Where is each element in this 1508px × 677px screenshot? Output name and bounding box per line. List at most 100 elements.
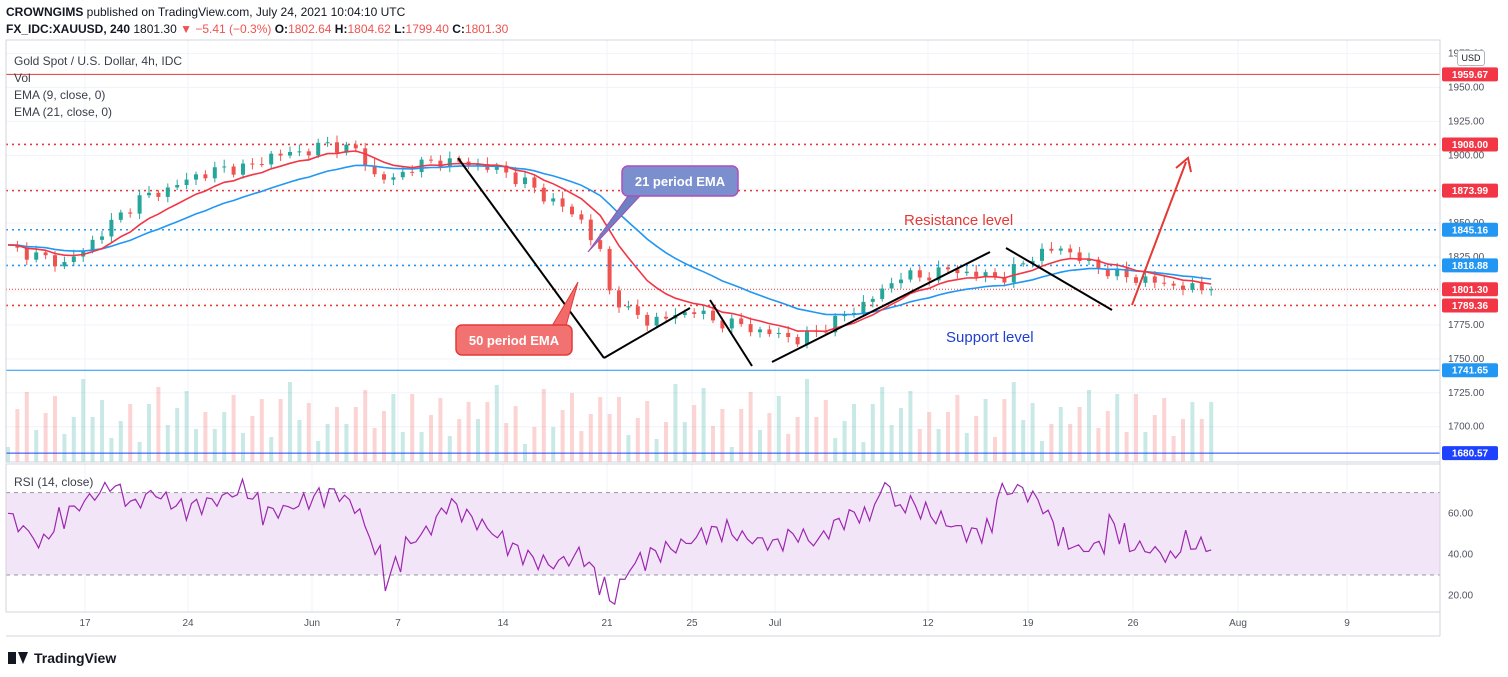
y-tick-label: 1725.00 <box>1448 388 1485 399</box>
candle-body <box>560 198 565 207</box>
volume-bar <box>203 412 208 462</box>
price-tag-label: 1801.30 <box>1452 285 1489 296</box>
volume-bar <box>1068 424 1073 462</box>
candle-body <box>936 267 941 281</box>
rsi-tick-label: 60.00 <box>1448 508 1473 519</box>
volume-bar <box>457 419 462 462</box>
drawings[interactable] <box>457 156 1192 367</box>
x-tick-label: 9 <box>1344 618 1350 629</box>
candle-body <box>372 165 377 175</box>
candle-body <box>805 330 809 345</box>
resistance-trend-line <box>1005 247 1113 311</box>
candle-body <box>1199 283 1204 291</box>
volume-bar <box>635 418 640 462</box>
legend-ema9[interactable]: EMA (9, close, 0) <box>14 88 106 102</box>
volume-bar <box>1162 398 1167 462</box>
candle-body <box>692 312 697 315</box>
volume-bar <box>1040 441 1044 462</box>
volume-bar <box>335 407 339 462</box>
volume-bar <box>410 394 415 462</box>
price-tag-label: 1873.99 <box>1452 186 1489 197</box>
x-tick-label: 12 <box>922 618 934 629</box>
annotations[interactable]: 21 period EMA 50 period EMA Resistance lev… <box>455 165 1034 356</box>
price-tag-label: 1680.57 <box>1452 449 1489 460</box>
candle-body <box>1171 283 1176 286</box>
publisher-name[interactable]: CROWNGIMS <box>6 5 84 19</box>
candle-body <box>382 174 386 180</box>
legend-rsi[interactable]: RSI (14, close) <box>14 475 94 489</box>
candle-body <box>156 192 161 197</box>
candle-body <box>43 252 48 256</box>
volume-bar <box>1190 402 1195 462</box>
legend-vol[interactable]: Vol <box>14 71 31 85</box>
candle-body <box>1030 260 1035 264</box>
close-value: 1801.30 <box>464 22 509 36</box>
candle-body <box>598 240 603 249</box>
candle-body <box>1152 276 1157 283</box>
price-tag-label: 1845.16 <box>1452 225 1489 236</box>
candle-body <box>297 151 302 153</box>
volume-bar <box>1181 419 1185 462</box>
volume-bar <box>429 415 433 462</box>
rsi-tick-label: 40.00 <box>1448 549 1473 560</box>
trend-line-down-1 <box>457 157 605 359</box>
x-tick-label: 25 <box>686 618 698 629</box>
price-tag-bg <box>1442 258 1498 273</box>
volume-bar <box>814 417 819 462</box>
close-label: C: <box>452 22 465 36</box>
candle-body <box>90 239 95 251</box>
axes: 1724Jun7142125Jul121926Aug91975.001950.0… <box>5 39 1485 637</box>
rsi-tick-label: 20.00 <box>1448 591 1473 602</box>
candle-body <box>1021 263 1026 265</box>
x-tick-label: 21 <box>601 618 613 629</box>
candle-body <box>429 159 433 161</box>
candle-body <box>541 187 546 202</box>
volume-bar <box>353 407 358 462</box>
volume-bar <box>993 437 997 462</box>
y-tick-label: 1900.00 <box>1448 150 1485 161</box>
candle-body <box>908 270 913 280</box>
volume-bar <box>175 408 180 462</box>
volume-bar <box>692 405 697 462</box>
rsi-line <box>7 477 1212 606</box>
volume-bar <box>513 406 518 462</box>
candle-body <box>344 144 349 153</box>
volume-bar <box>400 432 405 462</box>
candle-body <box>184 179 189 186</box>
volume-bar <box>964 433 969 462</box>
volume-bar <box>1011 382 1016 462</box>
brand-name: TradingView <box>34 650 117 666</box>
volume-bar <box>391 394 396 462</box>
callout-text-50: 50 period EMA <box>469 333 560 348</box>
candle-body <box>278 153 283 156</box>
symbol-label[interactable]: FX_IDC:XAUUSD, 240 <box>6 22 131 36</box>
tradingview-icon <box>8 652 28 664</box>
candle-body <box>447 158 452 167</box>
candle-body <box>551 198 556 202</box>
volume-bar <box>758 430 762 462</box>
candle-body <box>250 163 255 165</box>
candle-body <box>53 255 57 267</box>
volume-bar <box>259 399 264 462</box>
callout-pointer-21 <box>587 195 642 253</box>
price-levels <box>6 73 1440 454</box>
volume-bar <box>579 431 584 462</box>
volume-bar <box>15 409 20 462</box>
currency-button[interactable]: USD <box>1457 50 1485 66</box>
legend-ema21[interactable]: EMA (21, close, 0) <box>14 105 113 119</box>
legend-title[interactable]: Gold Spot / U.S. Dollar, 4h, IDC <box>14 54 183 68</box>
volume-bar <box>795 417 800 462</box>
volume-bar <box>1058 407 1063 462</box>
volume-bar <box>917 429 922 462</box>
volume-bar <box>1143 432 1148 462</box>
y-tick-label: 1950.00 <box>1448 82 1485 93</box>
candle-body <box>194 174 198 180</box>
volume-bar <box>870 404 875 462</box>
volume-bar <box>1152 415 1157 462</box>
tradingview-logo: TradingView <box>8 650 116 666</box>
volume-bar <box>184 391 189 462</box>
price-tag-bg <box>1442 183 1498 198</box>
callout-text-21: 21 period EMA <box>635 174 726 189</box>
candle-body <box>927 277 932 281</box>
